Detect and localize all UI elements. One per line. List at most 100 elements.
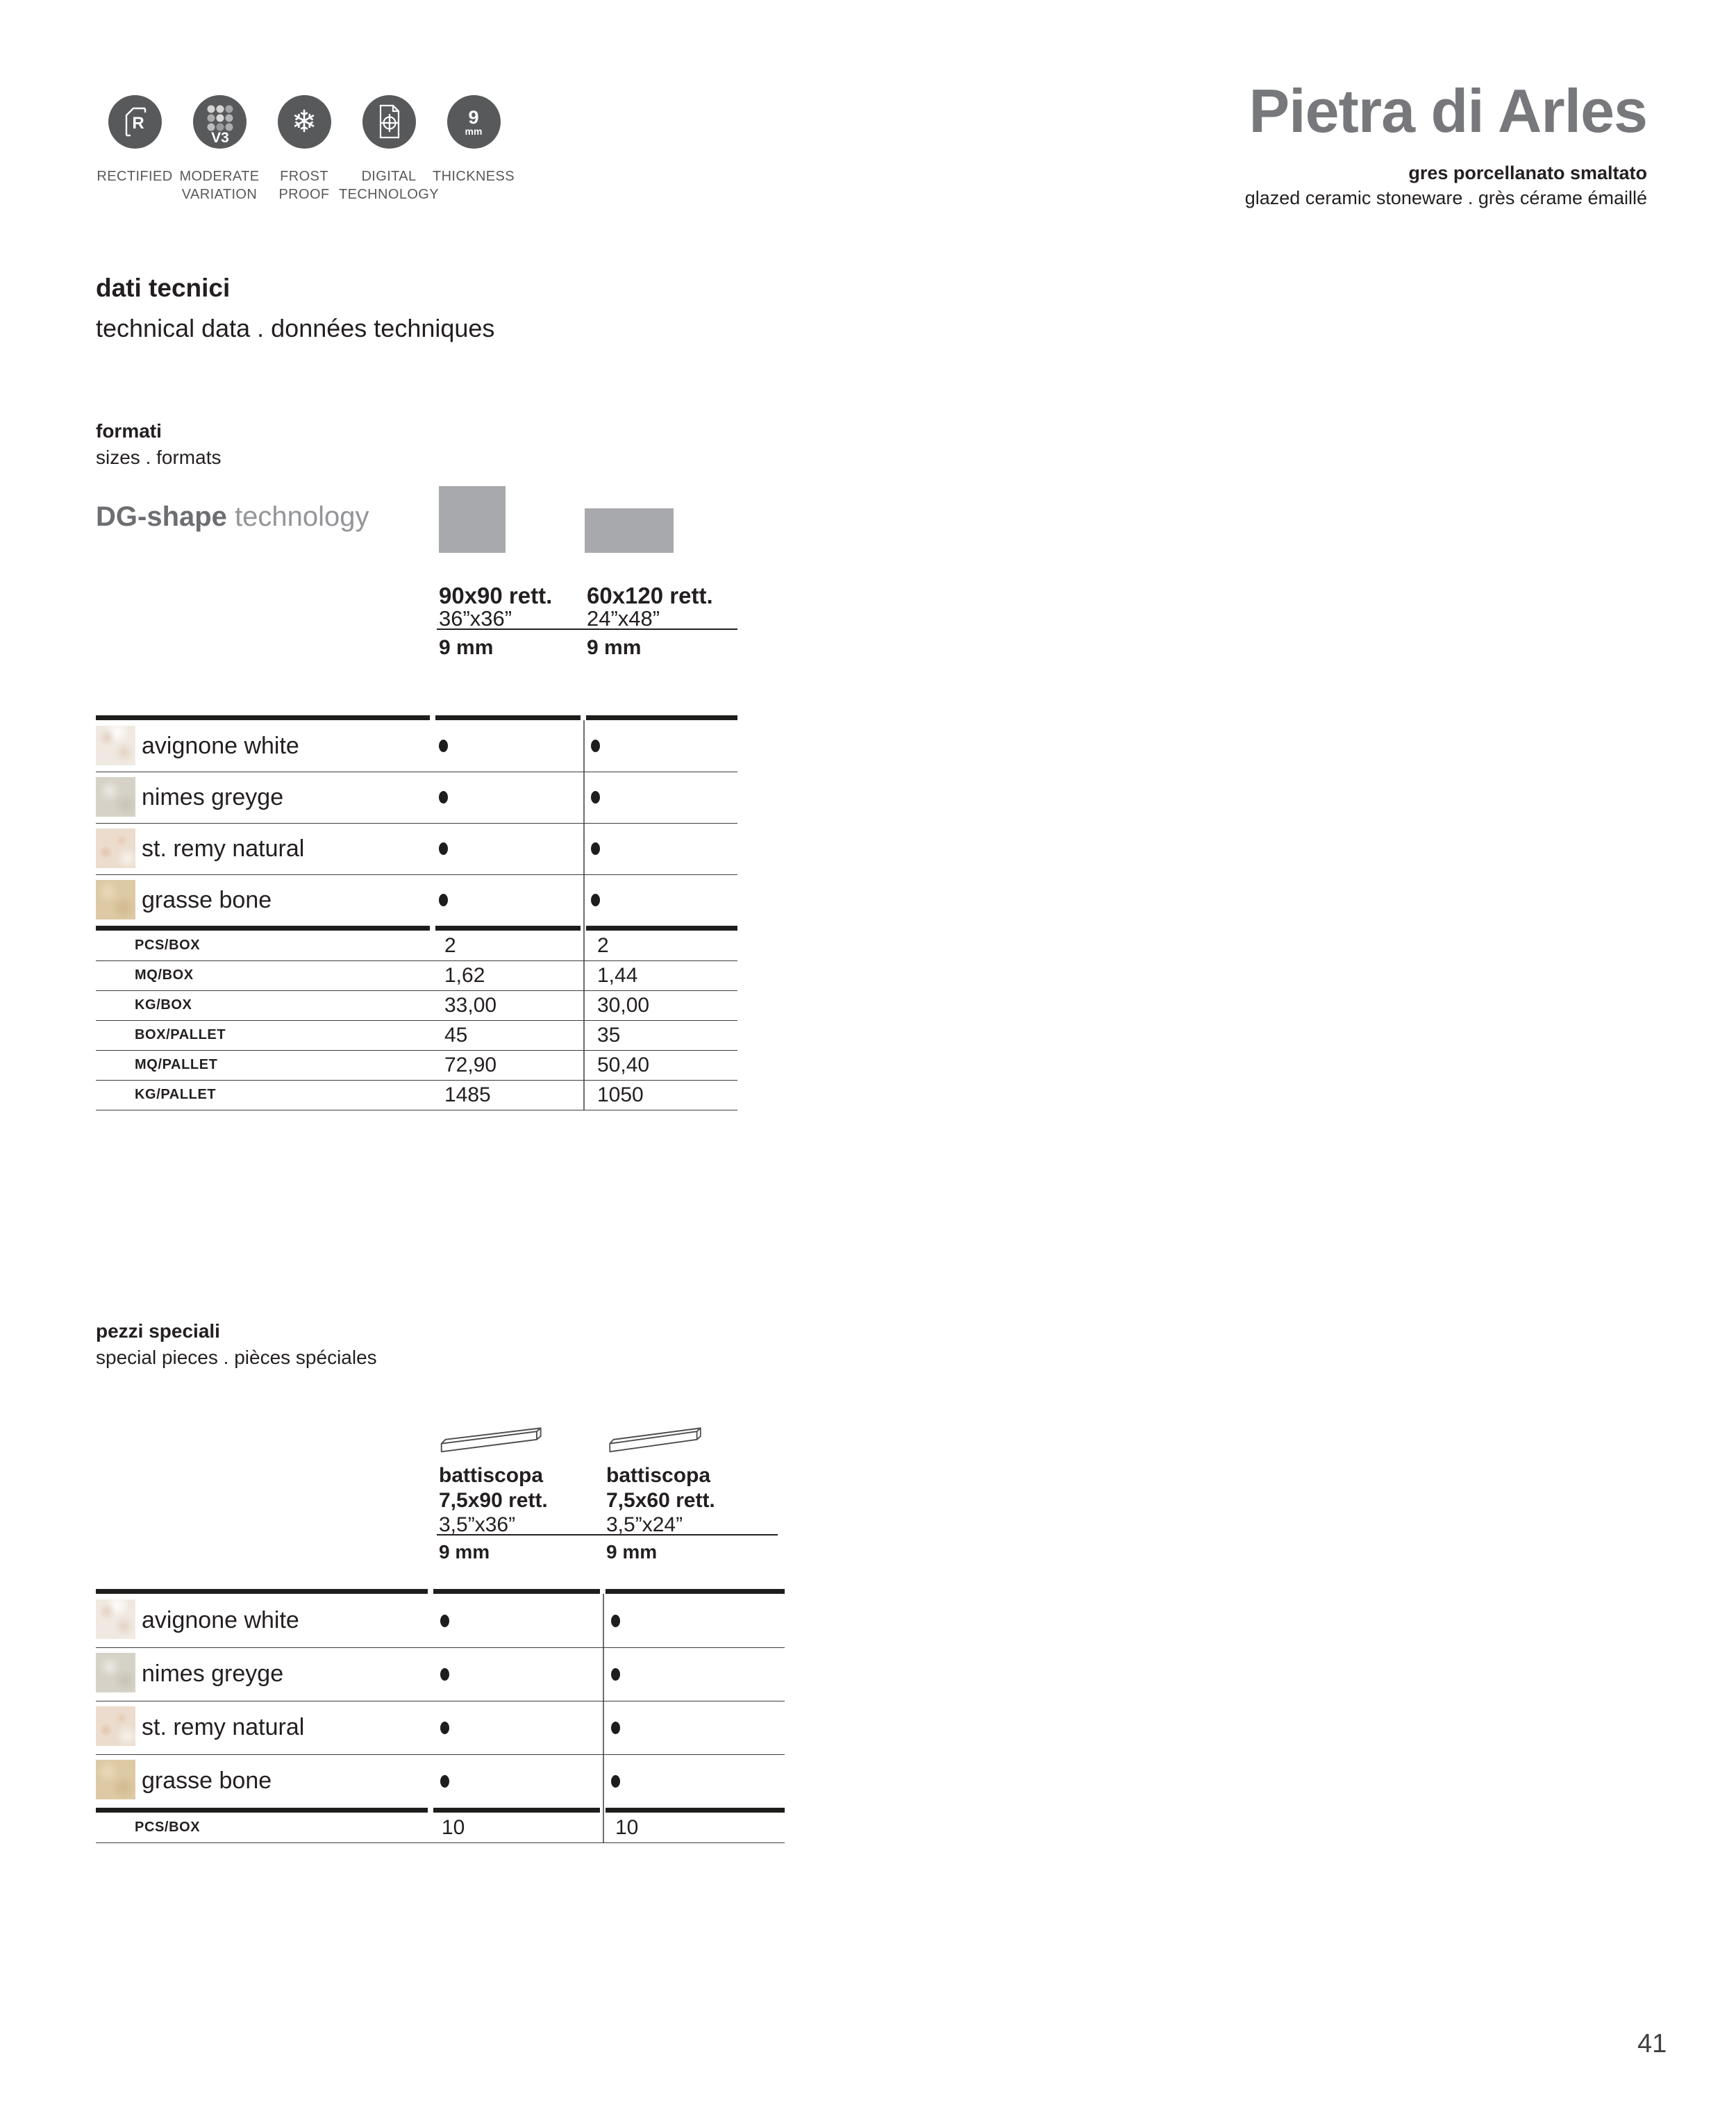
table-bottom-border	[96, 1842, 785, 1843]
availability-dot	[611, 1615, 620, 1627]
special-column-size: 7,5x90 rett.	[439, 1489, 548, 1512]
row-divider	[96, 1647, 785, 1648]
product-subtitle: glazed ceramic stoneware . grès cérame é…	[1244, 187, 1647, 208]
spec-value: 45	[444, 1024, 468, 1047]
availability-dot	[591, 894, 600, 906]
badge-frost-proof: ❄ FROST PROOF	[268, 95, 340, 203]
battiscopa-drawing	[606, 1414, 709, 1458]
table-row: st. remy natural	[96, 823, 737, 874]
row-divider	[96, 960, 737, 961]
spec-value: 1050	[597, 1083, 644, 1106]
color-swatch	[96, 1760, 135, 1799]
availability-dot	[611, 1775, 620, 1788]
special-pieces-table: avignone white nimes greyge st. remy nat…	[96, 1589, 785, 1843]
dg-shape-technology: DG-shape technology	[96, 501, 369, 532]
table-border	[96, 715, 430, 720]
spec-value: 72,90	[444, 1054, 497, 1076]
color-name: avignone white	[142, 1607, 299, 1633]
badge-label: DIGITAL TECHNOLOGY	[338, 169, 440, 202]
column-divider	[603, 1594, 604, 1843]
format-column-inches: 24”x48”	[587, 606, 660, 631]
special-header-rule	[437, 1534, 778, 1535]
availability-dot	[439, 740, 448, 752]
table-row: nimes greyge	[96, 772, 737, 823]
badge-label: MODERATE VARIATION	[179, 169, 260, 202]
row-divider	[96, 990, 737, 991]
availability-dot	[439, 791, 448, 804]
badge-label: THICKNESS	[432, 169, 515, 184]
table-row: grasse bone	[96, 874, 737, 926]
table-border	[433, 1589, 600, 1594]
row-divider	[96, 874, 737, 875]
spec-value: 2	[444, 934, 456, 957]
spec-value: 10	[615, 1816, 639, 1839]
section-subtitle: technical data . données techniques	[96, 314, 495, 342]
special-column-inches: 3,5”x36”	[439, 1513, 516, 1536]
color-swatch	[96, 1599, 135, 1639]
table-row: nimes greyge	[96, 1647, 785, 1701]
availability-dot	[591, 740, 600, 752]
color-swatch	[96, 777, 135, 817]
format-column-name: 90x90 rett.	[439, 583, 553, 608]
table-border	[606, 1808, 785, 1813]
special-column-title: battiscopa	[606, 1464, 711, 1487]
special-column-inches: 3,5”x24”	[606, 1513, 683, 1536]
table-border	[435, 715, 581, 720]
row-divider	[96, 1020, 737, 1021]
badge-thickness: 9 mm THICKNESS	[433, 95, 515, 203]
spec-label: KG/BOX	[135, 997, 192, 1013]
availability-dot	[591, 842, 600, 855]
section-title: pezzi speciali	[96, 1320, 220, 1342]
color-swatch	[96, 1653, 135, 1692]
color-name: nimes greyge	[142, 1661, 284, 1687]
section-title: dati tecnici	[96, 274, 231, 302]
format-column-thickness: 9 mm	[439, 636, 494, 659]
page-number: 41	[1637, 2029, 1667, 2058]
table-border	[606, 1589, 785, 1594]
availability-dot	[440, 1668, 449, 1681]
table-border	[96, 1808, 428, 1813]
badge-rectified: R RECTIFIED	[97, 95, 172, 203]
spec-label: KG/PALLET	[135, 1087, 217, 1102]
availability-dot	[440, 1615, 449, 1627]
color-swatch	[96, 880, 135, 919]
availability-dot	[611, 1722, 620, 1734]
spec-row: PCS/BOX 2 2	[96, 931, 737, 960]
v3-glyph: V3	[211, 130, 229, 146]
color-name: nimes greyge	[142, 784, 284, 810]
format-column-inches: 36”x36”	[439, 606, 512, 631]
rectified-glyph: R	[132, 114, 144, 133]
table-border	[435, 926, 581, 931]
color-swatch	[96, 829, 135, 868]
color-swatch	[96, 1706, 135, 1746]
row-divider	[96, 1050, 737, 1051]
special-column-title: battiscopa	[439, 1464, 544, 1487]
spec-row: MQ/BOX 1,62 1,44	[96, 960, 737, 990]
battiscopa-drawing	[437, 1414, 550, 1458]
table-row: grasse bone	[96, 1754, 785, 1808]
spec-value: 33,00	[444, 994, 497, 1017]
table-border	[586, 715, 737, 720]
availability-dot	[439, 842, 448, 855]
page-title: Pietra di Arles	[1249, 76, 1648, 145]
thickness-icon: 9 mm	[446, 95, 501, 149]
spec-value: 50,40	[597, 1054, 650, 1076]
tile-90x90-preview	[439, 486, 506, 553]
table-border	[586, 926, 737, 931]
spec-label: MQ/BOX	[135, 967, 194, 983]
spec-value: 1,44	[597, 964, 638, 987]
spec-value: 30,00	[597, 994, 650, 1017]
table-row: avignone white	[96, 1594, 785, 1647]
spec-value: 1485	[444, 1083, 491, 1106]
table-row: st. remy natural	[96, 1701, 785, 1754]
color-name: st. remy natural	[142, 835, 305, 862]
badge-digital-technology: DIGITAL TECHNOLOGY	[339, 95, 439, 203]
badge-moderate-variation: V3 MODERATE VARIATION	[179, 95, 259, 203]
availability-dot	[591, 791, 600, 804]
table-border	[96, 926, 430, 931]
certification-badges: R RECTIFIED V3	[97, 95, 515, 203]
rectified-icon: R	[108, 95, 162, 149]
availability-dot	[439, 894, 448, 906]
section-pezzi-speciali: pezzi speciali special pieces . pièces s…	[96, 1318, 377, 1371]
spec-label: BOX/PALLET	[135, 1027, 226, 1042]
